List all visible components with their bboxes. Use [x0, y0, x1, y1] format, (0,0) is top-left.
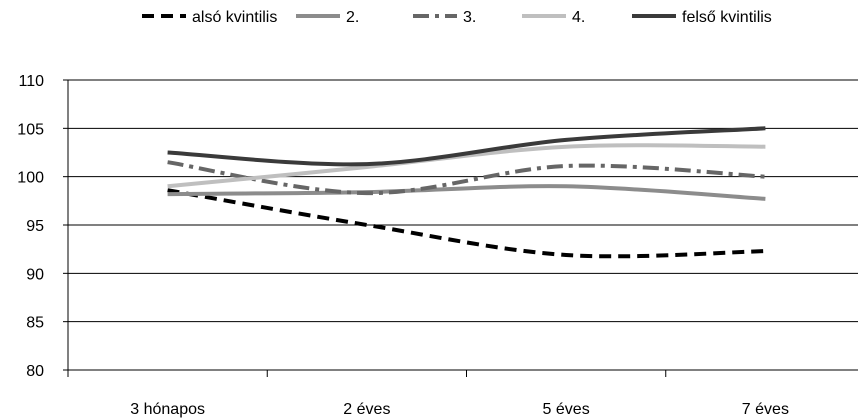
y-tick-label: 80	[26, 363, 44, 380]
x-axis-ticks: 3 hónapos 2 éves 5 éves 7 éves	[67, 370, 789, 418]
x-tick-label: 2 éves	[343, 401, 390, 418]
legend: alsó kvintilis 2. 3. 4. felső kvintilis	[142, 9, 772, 26]
legend-label: 3.	[463, 9, 476, 26]
gridlines	[68, 79, 858, 323]
y-axis-ticks: 80 85 90 95 100 105 110	[17, 73, 68, 380]
x-tick-label: 5 éves	[543, 401, 590, 418]
series-line-2	[167, 184, 766, 201]
legend-label: 2.	[346, 9, 359, 26]
y-tick-label: 90	[26, 266, 44, 283]
legend-label: felső kvintilis	[682, 9, 772, 26]
y-tick-label: 95	[26, 218, 44, 235]
y-tick-label: 85	[26, 315, 44, 332]
x-tick-label: 3 hónapos	[130, 401, 205, 418]
series-line-5	[167, 126, 766, 167]
x-tick-label: 7 éves	[742, 401, 789, 418]
series-line-4	[167, 143, 766, 189]
legend-label: 4.	[572, 9, 585, 26]
y-tick-label: 105	[17, 121, 44, 138]
series-lines	[167, 126, 766, 259]
series-line-1	[167, 188, 766, 259]
y-tick-label: 100	[17, 170, 44, 187]
legend-label: alsó kvintilis	[192, 9, 277, 26]
y-tick-label: 110	[18, 73, 44, 90]
